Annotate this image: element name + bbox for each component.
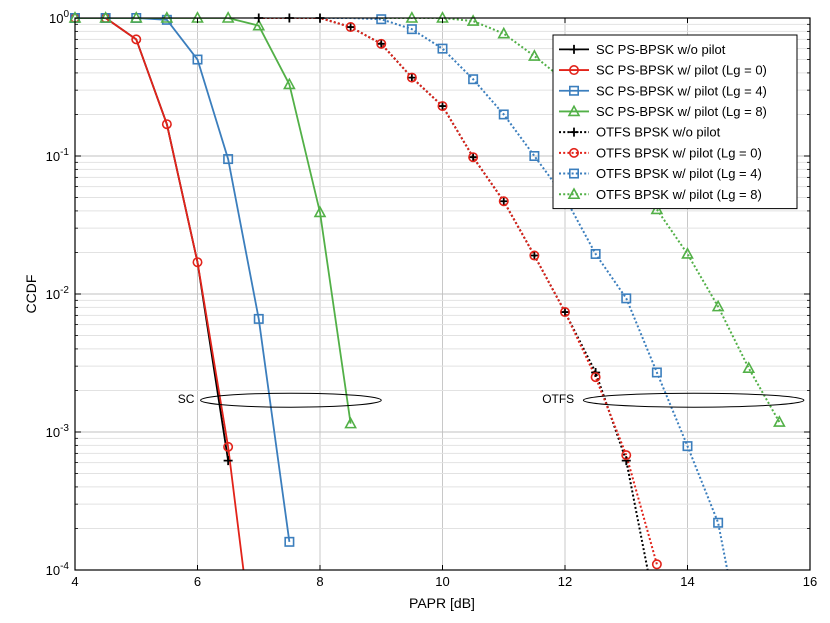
- y-tick-label: 10-3: [46, 423, 70, 440]
- series-7-point: [681, 247, 694, 259]
- y-axis-title: CCDF: [23, 275, 39, 314]
- series-line-5: [258, 18, 658, 565]
- series-6-point: [651, 367, 662, 378]
- series-7-point: [742, 361, 756, 373]
- series-3-point: [283, 77, 296, 90]
- legend-label-0: SC PS-BPSK w/o pilot: [596, 42, 726, 57]
- series-4-point: [407, 73, 417, 83]
- series-7-point: [773, 415, 786, 427]
- series-5-point: [437, 101, 448, 112]
- legend-label-4: OTFS BPSK w/o pilot: [596, 125, 721, 140]
- series-5-point: [529, 250, 540, 261]
- series-lines: [75, 18, 781, 570]
- series-line-3: [75, 18, 352, 424]
- series-6-point: [406, 24, 417, 35]
- x-axis-title: PAPR [dB]: [409, 595, 475, 611]
- x-tick-label: 6: [194, 574, 201, 589]
- series-4-point: [376, 39, 386, 49]
- series-5-point: [621, 450, 632, 461]
- legend-label-1: SC PS-BPSK w/ pilot (Lg = 0): [596, 63, 767, 78]
- series-4-point: [560, 307, 570, 317]
- series-6-point: [437, 43, 448, 54]
- series-4-point: [499, 196, 509, 206]
- legend-label-7: OTFS BPSK w/ pilot (Lg = 8): [596, 187, 762, 202]
- series-4-point: [529, 251, 539, 261]
- series-line-1: [75, 18, 245, 570]
- series-7-point: [466, 14, 480, 26]
- legend-marker-1: [568, 65, 579, 76]
- series-5-point: [376, 38, 387, 49]
- series-4-point: [621, 456, 631, 466]
- series-2-point: [192, 54, 203, 65]
- series-5-point: [651, 559, 662, 570]
- series-5-point: [406, 72, 417, 83]
- series-4-point: [346, 22, 356, 32]
- series-4-point: [438, 101, 447, 111]
- series-1-point: [223, 441, 234, 452]
- series-3-point: [344, 416, 357, 429]
- series-2-point: [253, 313, 264, 324]
- legend-marker-7: [567, 187, 581, 200]
- series-3-point: [313, 205, 327, 218]
- series-line-2: [75, 18, 291, 542]
- x-tick-label: 16: [803, 574, 817, 589]
- series-1-point: [192, 257, 203, 268]
- x-tick-label: 10: [435, 574, 449, 589]
- series-6-point: [529, 151, 540, 162]
- legend-label-5: OTFS BPSK w/ pilot (Lg = 0): [596, 145, 762, 160]
- series-2-point: [284, 536, 295, 547]
- legend-marker-6: [568, 168, 579, 179]
- legend-label-6: OTFS BPSK w/ pilot (Lg = 4): [596, 166, 762, 181]
- legend-marker-5: [568, 147, 579, 158]
- legend-marker-0: [569, 44, 579, 54]
- series-5-point: [468, 152, 479, 163]
- x-tick-label: 14: [680, 574, 694, 589]
- series-5-point: [498, 196, 509, 207]
- series-6-point: [376, 14, 387, 25]
- series-5-point: [590, 372, 601, 383]
- y-tick-label: 10-1: [46, 147, 70, 164]
- series-1-point: [161, 119, 172, 130]
- series-7-point: [711, 299, 725, 312]
- x-tick-label: 8: [316, 574, 323, 589]
- series-line-6: [320, 18, 729, 570]
- series-6-point: [713, 517, 724, 528]
- series-6-point: [590, 248, 601, 259]
- legend-label-2: SC PS-BPSK w/ pilot (Lg = 4): [596, 83, 767, 98]
- axis-ticks: 4 6 8 10 12 14 16 100 10-1 10-2 10-3 10-4: [46, 9, 818, 589]
- legend-marker-4: [569, 127, 579, 137]
- legend-label-3: SC PS-BPSK w/ pilot (Lg = 8): [596, 104, 767, 119]
- x-tick-label: 12: [558, 574, 572, 589]
- series-1-point: [131, 34, 142, 45]
- series-6-point: [682, 441, 693, 452]
- series-5-point: [345, 22, 356, 33]
- annotations: SC OTFS: [178, 392, 805, 408]
- legend: SC PS-BPSK w/o pilot SC PS-BPSK w/ pilot …: [552, 34, 798, 210]
- series-3-point: [252, 18, 266, 31]
- y-tick-label: 10-4: [46, 561, 70, 578]
- series-6-point: [621, 293, 632, 304]
- legend-marker-2: [568, 85, 579, 96]
- series-6-point: [498, 109, 509, 120]
- series-7-point: [497, 26, 511, 39]
- annotation-label-0: SC: [178, 392, 195, 406]
- series-6-point: [468, 74, 479, 85]
- y-tick-label: 10-2: [46, 285, 70, 302]
- x-tick-label: 4: [71, 574, 78, 589]
- legend-marker-3: [567, 104, 581, 117]
- series-4-point: [468, 152, 478, 162]
- series-5-point: [559, 307, 570, 318]
- series-7-point: [528, 49, 541, 61]
- annotation-label-1: OTFS: [542, 392, 574, 406]
- series-0-point: [223, 456, 233, 466]
- annotation-ellipse-1: [582, 392, 805, 408]
- legend-box: [552, 34, 798, 210]
- series-2-point: [223, 154, 234, 165]
- y-tick-label: 100: [49, 9, 69, 26]
- annotation-ellipse-0: [200, 392, 382, 408]
